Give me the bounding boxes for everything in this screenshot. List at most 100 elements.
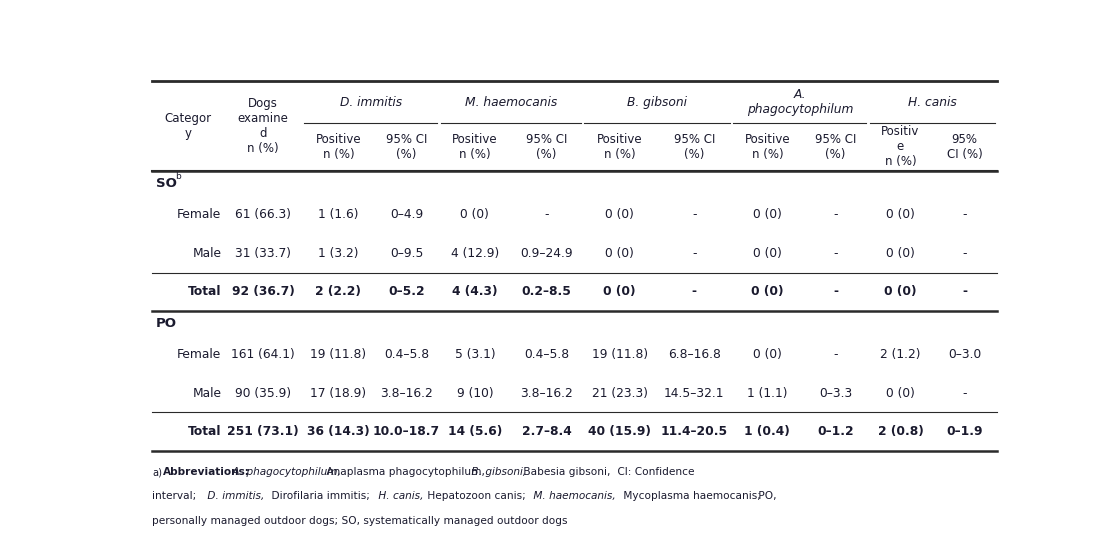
Text: 17 (18.9): 17 (18.9) [310, 387, 367, 400]
Text: a): a) [153, 467, 163, 477]
Text: 4 (4.3): 4 (4.3) [452, 285, 497, 298]
Text: SO: SO [156, 177, 176, 190]
Text: 0 (0): 0 (0) [605, 208, 634, 222]
Text: 2 (2.2): 2 (2.2) [316, 285, 361, 298]
Text: -: - [692, 247, 697, 260]
Text: Total: Total [188, 425, 222, 438]
Text: M. haemocanis: M. haemocanis [465, 95, 556, 109]
Text: 95% CI
(%): 95% CI (%) [673, 133, 715, 161]
Text: 2 (0.8): 2 (0.8) [878, 425, 923, 438]
Text: B. gibsoni,: B. gibsoni, [468, 467, 526, 477]
Text: 11.4–20.5: 11.4–20.5 [661, 425, 728, 438]
Text: Female: Female [177, 348, 222, 361]
Text: D. immitis: D. immitis [340, 95, 401, 109]
Text: 95% CI
(%): 95% CI (%) [815, 133, 856, 161]
Text: -: - [962, 285, 967, 298]
Text: 92 (36.7): 92 (36.7) [232, 285, 294, 298]
Text: 5 (3.1): 5 (3.1) [455, 348, 495, 361]
Text: CI: Confidence: CI: Confidence [613, 467, 695, 477]
Text: Total: Total [188, 285, 222, 298]
Text: 36 (14.3): 36 (14.3) [307, 425, 370, 438]
Text: B. gibsoni: B. gibsoni [627, 95, 687, 109]
Text: 95%
CI (%): 95% CI (%) [947, 133, 982, 161]
Text: Categor
y: Categor y [165, 112, 212, 140]
Text: 95% CI
(%): 95% CI (%) [526, 133, 568, 161]
Text: 0 (0): 0 (0) [753, 247, 782, 260]
Text: Positive
n (%): Positive n (%) [745, 133, 791, 161]
Text: 161 (64.1): 161 (64.1) [232, 348, 295, 361]
Text: 0 (0): 0 (0) [753, 208, 782, 222]
Text: M. haemocanis,: M. haemocanis, [530, 491, 615, 501]
Text: 19 (11.8): 19 (11.8) [310, 348, 367, 361]
Text: 31 (33.7): 31 (33.7) [235, 247, 291, 260]
Text: 0 (0): 0 (0) [603, 285, 636, 298]
Text: 2 (1.2): 2 (1.2) [880, 348, 921, 361]
Text: 3.8–16.2: 3.8–16.2 [380, 387, 433, 400]
Text: 0 (0): 0 (0) [752, 285, 784, 298]
Text: 1 (0.4): 1 (0.4) [745, 425, 791, 438]
Text: 10.0–18.7: 10.0–18.7 [374, 425, 440, 438]
Text: 95% CI
(%): 95% CI (%) [386, 133, 427, 161]
Text: 0 (0): 0 (0) [753, 348, 782, 361]
Text: 61 (66.3): 61 (66.3) [235, 208, 291, 222]
Text: 2.7–8.4: 2.7–8.4 [522, 425, 571, 438]
Text: Female: Female [177, 208, 222, 222]
Text: Positiv
e
n (%): Positiv e n (%) [881, 125, 920, 168]
Text: Dogs
examine
d
n (%): Dogs examine d n (%) [237, 97, 289, 155]
Text: 0 (0): 0 (0) [886, 247, 914, 260]
Text: -: - [691, 285, 697, 298]
Text: 90 (35.9): 90 (35.9) [235, 387, 291, 400]
Text: 1 (3.2): 1 (3.2) [318, 247, 359, 260]
Text: Positive
n (%): Positive n (%) [316, 133, 361, 161]
Text: personally managed outdoor dogs; SO, systematically managed outdoor dogs: personally managed outdoor dogs; SO, sys… [153, 516, 568, 526]
Text: 0–5.2: 0–5.2 [388, 285, 425, 298]
Text: 21 (23.3): 21 (23.3) [592, 387, 648, 400]
Text: -: - [833, 208, 837, 222]
Text: 0 (0): 0 (0) [886, 208, 914, 222]
Text: -: - [962, 208, 967, 222]
Text: 0 (0): 0 (0) [460, 208, 489, 222]
Text: Male: Male [193, 247, 222, 260]
Text: -: - [962, 247, 967, 260]
Text: b: b [175, 172, 181, 182]
Text: interval;: interval; [153, 491, 196, 501]
Text: Abbreviations:: Abbreviations: [163, 467, 250, 477]
Text: Positive
n (%): Positive n (%) [597, 133, 642, 161]
Text: Babesia gibsoni,: Babesia gibsoni, [520, 467, 610, 477]
Text: 0 (0): 0 (0) [886, 387, 914, 400]
Text: H. canis: H. canis [908, 95, 957, 109]
Text: 0.4–5.8: 0.4–5.8 [384, 348, 429, 361]
Text: 0–1.2: 0–1.2 [817, 425, 854, 438]
Text: 0–4.9: 0–4.9 [390, 208, 424, 222]
Text: 0.2–8.5: 0.2–8.5 [522, 285, 571, 298]
Text: 0.9–24.9: 0.9–24.9 [521, 247, 573, 260]
Text: H. canis,: H. canis, [376, 491, 424, 501]
Text: PO,: PO, [755, 491, 776, 501]
Text: 3.8–16.2: 3.8–16.2 [520, 387, 573, 400]
Text: 40 (15.9): 40 (15.9) [589, 425, 651, 438]
Text: -: - [833, 247, 837, 260]
Text: 1 (1.6): 1 (1.6) [318, 208, 359, 222]
Text: 0–3.3: 0–3.3 [818, 387, 852, 400]
Text: D. immitis,: D. immitis, [204, 491, 264, 501]
Text: Dirofilaria immitis;: Dirofilaria immitis; [258, 491, 370, 501]
Text: 14.5–32.1: 14.5–32.1 [663, 387, 725, 400]
Text: PO: PO [156, 317, 177, 330]
Text: 14 (5.6): 14 (5.6) [448, 425, 502, 438]
Text: 0.4–5.8: 0.4–5.8 [524, 348, 569, 361]
Text: 6.8–16.8: 6.8–16.8 [668, 348, 720, 361]
Text: Positive
n (%): Positive n (%) [452, 133, 497, 161]
Text: -: - [962, 387, 967, 400]
Text: 0 (0): 0 (0) [605, 247, 634, 260]
Text: 0 (0): 0 (0) [884, 285, 917, 298]
Text: 0–3.0: 0–3.0 [948, 348, 981, 361]
Text: Male: Male [193, 387, 222, 400]
Text: 0–9.5: 0–9.5 [390, 247, 424, 260]
Text: -: - [692, 208, 697, 222]
Text: 4 (12.9): 4 (12.9) [450, 247, 498, 260]
Text: 19 (11.8): 19 (11.8) [592, 348, 648, 361]
Text: A. phagocytophilum,: A. phagocytophilum, [230, 467, 341, 477]
Text: 0–1.9: 0–1.9 [947, 425, 983, 438]
Text: 1 (1.1): 1 (1.1) [747, 387, 787, 400]
Text: Hepatozoon canis;: Hepatozoon canis; [424, 491, 525, 501]
